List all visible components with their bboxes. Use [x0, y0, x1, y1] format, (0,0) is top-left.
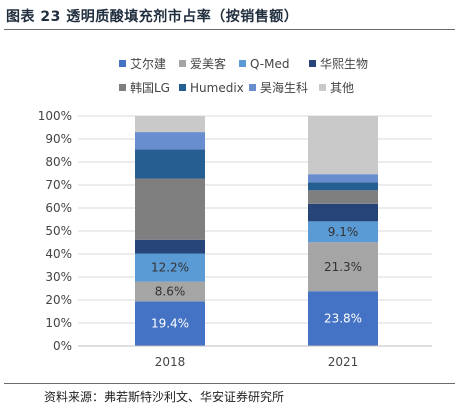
bar-2021-seg-4 — [308, 190, 378, 204]
x-axis: 2018 2021 — [78, 345, 432, 369]
legend-label-1: 爱美客 — [190, 56, 226, 71]
bar-2021-seg-1 — [308, 242, 378, 292]
bar-2018-seg-5 — [135, 149, 205, 179]
legend-label-6: 昊海生科 — [260, 80, 308, 95]
bar-2018-seg-3 — [135, 239, 205, 254]
legend-swatch-5 — [179, 84, 186, 91]
y-tick-label-2: 20% — [45, 293, 72, 307]
bar-2021-seg-7 — [308, 116, 378, 175]
bar-2021-seg-5 — [308, 182, 378, 191]
data-label-2018-1: 8.6% — [155, 284, 186, 298]
legend-swatch-7 — [319, 84, 326, 91]
bar-2018-seg-2 — [135, 253, 205, 282]
bar-2021-seg-2 — [308, 221, 378, 243]
data-label-2018-2: 12.2% — [151, 261, 189, 275]
legend-label-4: 韩国LG — [130, 80, 170, 95]
bar-2021-seg-6 — [308, 174, 378, 183]
top-divider — [4, 29, 455, 30]
y-tick-label-10: 100% — [38, 109, 72, 123]
y-tick-label-5: 50% — [45, 224, 72, 238]
bars: 19.4% 8.6% 12.2% 23.8% 21.3% 9.1% — [135, 116, 378, 346]
legend-label-2: Q-Med — [250, 57, 289, 71]
data-label-2018-0: 19.4% — [151, 317, 189, 331]
bar-2021-seg-3 — [308, 203, 378, 222]
y-tick-label-8: 80% — [45, 155, 72, 169]
x-tick-label-2018: 2018 — [155, 355, 186, 369]
y-tick-label-1: 10% — [45, 316, 72, 330]
y-tick-label-7: 70% — [45, 178, 72, 192]
bar-2018-seg-4 — [135, 178, 205, 240]
legend-label-7: 其他 — [330, 81, 354, 95]
y-tick-label-3: 30% — [45, 270, 72, 284]
legend-label-5: Humedix — [190, 81, 244, 95]
x-tick-label-2021: 2021 — [328, 355, 359, 369]
legend-swatch-2 — [239, 60, 246, 67]
data-label-2021-0: 23.8% — [324, 312, 362, 326]
legend-label-3: 华熙生物 — [320, 57, 368, 71]
y-axis: 0% 10% 20% 30% 40% 50% 60% 70% 80% 90% 100% — [38, 109, 72, 353]
y-gridlines — [78, 115, 432, 347]
source-note: 资料来源：弗若斯特沙利文、华安证券研究所 — [44, 390, 285, 404]
legend-label-0: 艾尔建 — [130, 56, 166, 71]
legend-swatch-6 — [249, 84, 256, 91]
figure-title: 图表 23 透明质酸填充剂市占率（按销售额） — [6, 9, 299, 25]
y-tick-label-4: 40% — [45, 247, 72, 261]
data-label-2021-1: 21.3% — [324, 260, 362, 274]
legend-swatch-3 — [309, 60, 316, 67]
bar-2018-seg-0 — [135, 301, 205, 346]
bar-2018-seg-1 — [135, 281, 205, 302]
y-tick-label-0: 0% — [53, 339, 72, 353]
bar-2018-seg-7 — [135, 116, 205, 133]
bottom-divider — [4, 383, 455, 384]
y-tick-label-9: 90% — [45, 132, 72, 146]
bar-2021-seg-0 — [308, 291, 378, 346]
bar-2018-seg-6 — [135, 132, 205, 150]
data-label-2021-2: 9.1% — [328, 225, 359, 239]
legend-swatch-0 — [119, 60, 126, 67]
y-tick-label-6: 60% — [45, 201, 72, 215]
legend-swatch-1 — [179, 60, 186, 67]
legend-swatch-4 — [119, 84, 126, 91]
